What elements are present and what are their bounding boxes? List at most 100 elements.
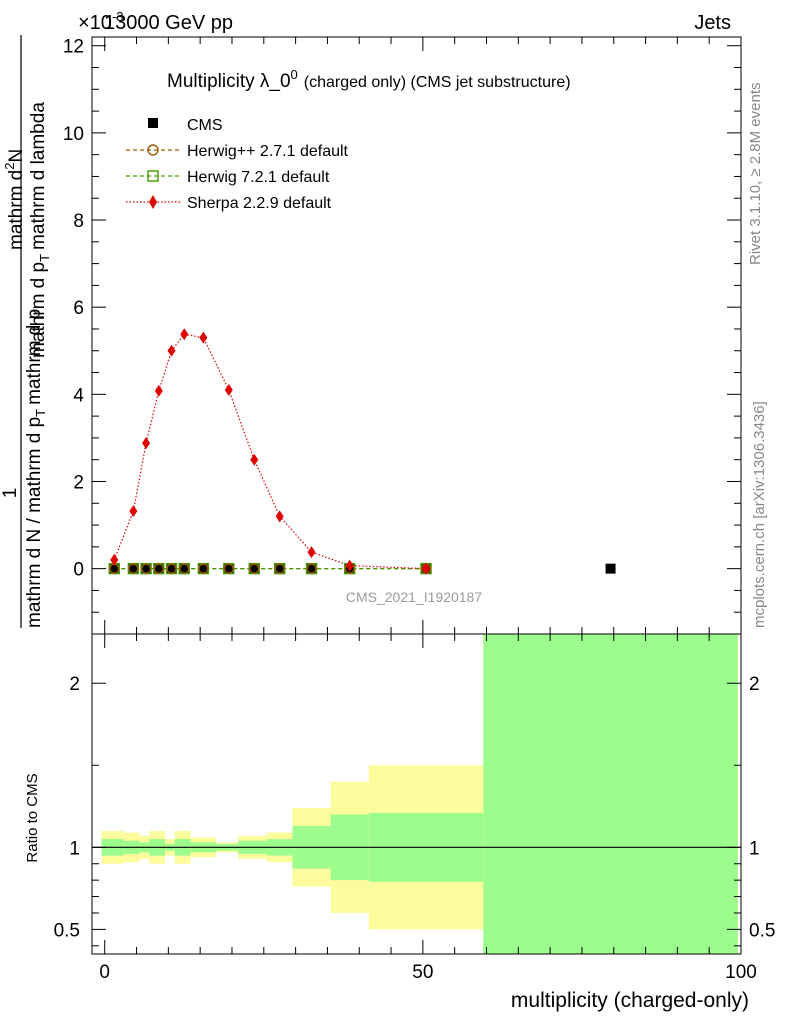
category-label: Jets: [694, 12, 731, 34]
main-x-ticks: [104, 37, 742, 634]
ratio-inner-band: [483, 634, 738, 954]
x-tick-label: 0: [99, 962, 110, 983]
sherpa-point: [422, 562, 431, 575]
exponent-base: ×10: [78, 12, 112, 34]
main-y-tick-label: 2: [73, 472, 84, 493]
sherpa-point: [129, 505, 138, 518]
herwigpp-point: [223, 563, 234, 574]
herwigpp-point: [166, 563, 177, 574]
ylabel-den-rest: mathrm d p: [24, 309, 45, 405]
ratio-y-tick-label: 1: [69, 838, 80, 859]
herwigpp-point: [140, 563, 152, 574]
ylabel-rden-rest: mathrm d lambda: [28, 102, 49, 250]
sherpa-point: [180, 328, 189, 341]
mcplots-label: mcplots.cern.ch [arXiv:1306.3436]: [751, 401, 768, 628]
sherpa-point: [275, 510, 284, 523]
cms-point: [198, 563, 209, 574]
legend-marker-herwig7: [147, 170, 159, 182]
title-sup: 0: [291, 67, 298, 82]
ratio-y-tick-label-right: 1: [749, 838, 760, 859]
legend-marker-herwigpp: [147, 144, 159, 156]
cms-point: [249, 563, 260, 574]
ylabel-den-main: mathrm d N / mathrm d p: [24, 417, 45, 628]
main-y-tick-label: 10: [63, 124, 84, 145]
ratio-y-tick-label-right: 0.5: [749, 920, 775, 941]
main-plot-content: [108, 328, 616, 575]
legend-label-cms: CMS: [187, 117, 223, 134]
herwigpp-point: [306, 563, 317, 574]
title-main: Multiplicity λ_0: [167, 71, 291, 92]
sherpa-point: [167, 344, 176, 357]
cms-point: [223, 563, 234, 574]
exponent-power: -3: [112, 9, 124, 24]
ylabel-rden-main: mathrm d p: [28, 262, 49, 358]
cms-point: [179, 563, 190, 574]
main-y-tick-label: 8: [73, 211, 84, 232]
x-tick-label: 100: [725, 962, 757, 983]
ratio-y-tick-label: 2: [69, 674, 80, 695]
main-y-tick-label: 6: [73, 298, 84, 319]
cms-point: [153, 563, 164, 574]
rivet-label: Rivet 3.1.10, ≥ 2.8M events: [747, 83, 764, 266]
ylabel-right-numerator: mathrm d2N: [2, 149, 27, 250]
ratio-plot-content: [92, 634, 741, 954]
ratio-y-tick-label: 0.5: [54, 920, 80, 941]
legend-item-sherpa: Sherpa 2.2.9 default: [126, 195, 332, 212]
ylabel-rnum-N: N: [6, 149, 27, 163]
cms-point: [274, 563, 285, 574]
cms-point: [605, 563, 616, 574]
energy-label: 13000 GeV pp: [104, 12, 233, 34]
sherpa-point: [199, 331, 208, 344]
ylabel-rnum-d: mathrm d: [6, 170, 27, 250]
herwigpp-point: [274, 563, 285, 574]
legend-item-cms: CMS: [148, 117, 223, 134]
main-y-tick-label: 12: [63, 37, 84, 58]
main-title: Multiplicity λ_00 (charged only) (CMS jet…: [167, 67, 571, 92]
ratio-frame: [91, 633, 742, 955]
sherpa-point: [307, 546, 316, 559]
title-suffix: (charged only) (CMS jet substructure): [304, 74, 571, 91]
sherpa-point: [224, 383, 233, 396]
main-y-tick-label: 0: [73, 560, 84, 581]
main-y-ticks: 0 2 4 6 8 10 12: [63, 37, 741, 635]
legend-label-herwig7: Herwig 7.2.1 default: [187, 169, 330, 186]
legend: CMS Herwig++ 2.7.1 default Herwig 7.2.1 …: [126, 117, 349, 212]
cms-point: [141, 563, 152, 574]
sherpa-point: [142, 437, 151, 450]
cms-point: [306, 563, 317, 574]
cms-point: [128, 563, 139, 574]
herwigpp-point: [249, 563, 260, 574]
sherpa-line: [113, 333, 427, 570]
cms-point: [109, 563, 120, 574]
legend-label-herwigpp: Herwig++ 2.7.1 default: [187, 143, 349, 160]
ylabel-right-denominator: mathrm d pTmathrm d lambda: [28, 102, 52, 358]
legend-item-herwigpp: Herwig++ 2.7.1 default: [126, 143, 349, 160]
legend-label-sherpa: Sherpa 2.2.9 default: [187, 195, 332, 212]
herwigpp-point: [128, 563, 139, 574]
watermark: CMS_2021_I1920187: [346, 589, 482, 605]
ratio-panel: 0.5 0.5 1 1 2 2 0 50 100 Ratio to CMS multiplic…: [24, 633, 775, 1012]
ylabel-denominator: mathrm d N / mathrm d pTmathrm d p: [24, 309, 48, 628]
ylabel-numerator: 1: [0, 488, 21, 499]
cms-point: [166, 563, 177, 574]
herwigpp-point: [153, 563, 165, 574]
sherpa-point: [154, 384, 163, 397]
ylabel-rnum-sup: 2: [2, 163, 17, 170]
ylabel-den-sub: T: [33, 409, 48, 417]
legend-item-herwig7: Herwig 7.2.1 default: [126, 169, 330, 186]
ratio-y-tick-label-right: 2: [749, 674, 760, 695]
sherpa-point: [110, 553, 119, 566]
main-y-tick-label: 4: [73, 385, 84, 406]
legend-marker-cms: [148, 118, 158, 128]
main-y-axis-label: 1 mathrm d N / mathrm d pTmathrm d p mat…: [0, 35, 52, 628]
ylabel-rden-sub: T: [37, 254, 52, 262]
ratio-x-ticks: 0 50 100: [99, 634, 757, 983]
x-axis-label: multiplicity (charged-only): [511, 989, 749, 1012]
exponent-label: ×10-3: [78, 9, 124, 34]
sherpa-point: [250, 453, 259, 466]
herwigpp-point: [179, 563, 190, 574]
legend-marker-sherpa: [149, 195, 157, 209]
x-tick-label: 50: [412, 962, 433, 983]
